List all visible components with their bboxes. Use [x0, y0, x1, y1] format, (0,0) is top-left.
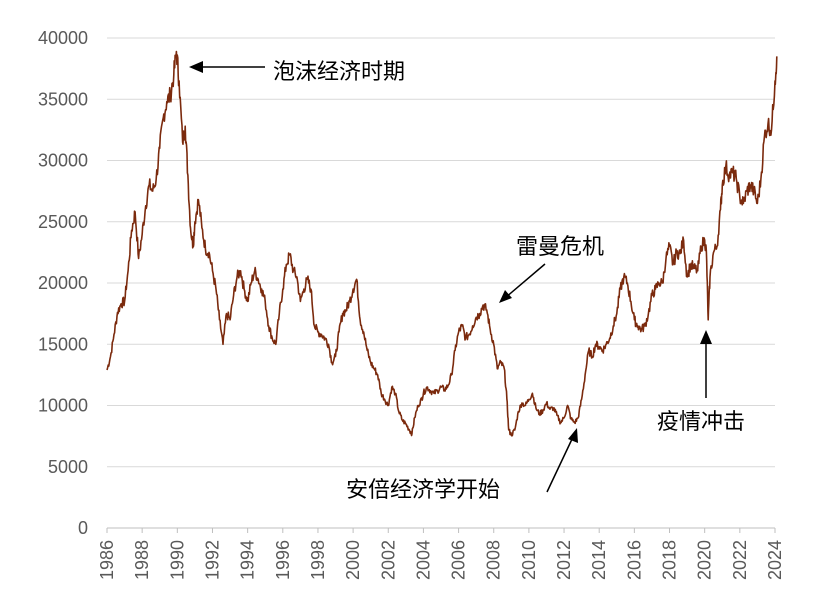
x-tick-label: 1996 — [273, 540, 293, 580]
x-tick-label: 1990 — [167, 540, 187, 580]
x-tick-label: 2022 — [730, 540, 750, 580]
x-tick-label: 1992 — [202, 540, 222, 580]
x-tick-label: 1988 — [132, 540, 152, 580]
y-tick-label: 25000 — [38, 212, 88, 232]
x-tick-label: 2008 — [484, 540, 504, 580]
x-tick-label: 1986 — [97, 540, 117, 580]
annotation-lehman-crisis: 雷曼危机 — [516, 235, 604, 260]
y-tick-label: 10000 — [38, 396, 88, 416]
x-tick-label: 2006 — [449, 540, 469, 580]
y-axis-tick-labels: 0 5000 10000 15000 20000 25000 30000 35000 40000 — [38, 28, 88, 538]
y-tick-label: 15000 — [38, 334, 88, 354]
x-tick-label: 2002 — [378, 540, 398, 580]
annotation-arrow-lehman — [504, 263, 546, 299]
y-tick-label: 0 — [78, 518, 88, 538]
y-tick-label: 20000 — [38, 273, 88, 293]
x-tick-label: 2000 — [343, 540, 363, 580]
x-tick-label: 2018 — [660, 540, 680, 580]
x-tick-label: 2004 — [413, 540, 433, 580]
x-tick-label: 2020 — [695, 540, 715, 580]
series-line — [106, 50, 778, 437]
x-axis-tick-labels: 1986 1988 1990 1992 1994 1996 1998 2000 2002 2004… — [97, 528, 785, 580]
annotation-arrow-abenomics — [546, 436, 574, 493]
x-tick-label: 1998 — [308, 540, 328, 580]
y-tick-label: 40000 — [38, 28, 88, 48]
annotation-pandemic-shock: 疫情冲击 — [657, 410, 745, 435]
x-tick-label: 1994 — [238, 540, 258, 580]
y-tick-label: 5000 — [48, 457, 88, 477]
annotation-arrowhead-bubble — [189, 61, 203, 73]
annotation-bubble-economy: 泡沫经济时期 — [273, 60, 405, 85]
x-tick-label: 2014 — [589, 540, 609, 580]
annotation-arrowhead-pandemic — [700, 330, 712, 344]
annotation-arrowhead-lehman — [499, 290, 512, 303]
gridlines — [107, 37, 775, 468]
x-tick-label: 2016 — [624, 540, 644, 580]
x-tick-label: 2024 — [765, 540, 785, 580]
x-tick-label: 2012 — [554, 540, 574, 580]
annotation-abenomics-start: 安倍经济学开始 — [346, 478, 500, 503]
x-tick-label: 2010 — [519, 540, 539, 580]
annotation-arrowhead-abenomics — [568, 428, 578, 443]
y-tick-label: 30000 — [38, 151, 88, 171]
y-tick-label: 35000 — [38, 89, 88, 109]
